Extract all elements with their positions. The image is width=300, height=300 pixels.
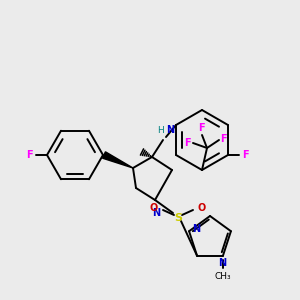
Text: F: F xyxy=(184,138,191,148)
Text: F: F xyxy=(198,123,204,133)
Text: O: O xyxy=(198,203,206,213)
Text: F: F xyxy=(26,150,33,160)
Text: F: F xyxy=(220,134,226,144)
Text: H: H xyxy=(157,126,164,135)
Text: CH₃: CH₃ xyxy=(214,272,231,281)
Text: O: O xyxy=(150,203,158,213)
Text: S: S xyxy=(174,213,182,223)
Text: N: N xyxy=(218,258,226,268)
Text: N: N xyxy=(166,125,174,135)
Text: N: N xyxy=(152,208,160,218)
Text: F: F xyxy=(242,150,249,160)
Polygon shape xyxy=(103,152,133,168)
Text: N: N xyxy=(192,224,200,234)
